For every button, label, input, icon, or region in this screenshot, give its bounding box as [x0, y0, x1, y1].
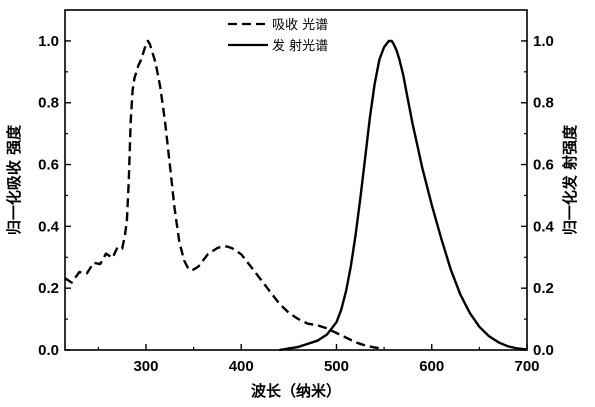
- legend: 吸收 光谱 发 射光谱: [228, 18, 328, 54]
- y-right-tick-label: 1.0: [533, 33, 554, 50]
- y-left-tick-label: 0.6: [38, 157, 59, 174]
- x-tick-label: 500: [324, 358, 349, 375]
- x-tick-label: 700: [514, 358, 539, 375]
- x-tick-label: 400: [229, 358, 254, 375]
- legend-label-emission: 发 射光谱: [272, 38, 328, 54]
- x-axis-label: 波长（纳米）: [251, 382, 341, 400]
- y-axis-left-ticks: 0.0 0.2 0.4 0.6 0.8 1.0: [38, 33, 71, 359]
- x-tick-label: 300: [133, 358, 158, 375]
- plot-frame: [64, 9, 528, 351]
- y-axis-right-label: 归一化发 射强度: [561, 124, 579, 235]
- y-right-tick-label: 0.0: [533, 342, 554, 359]
- y-left-tick-label: 1.0: [38, 33, 59, 50]
- y-left-tick-label: 0.4: [38, 218, 60, 235]
- y-right-tick-label: 0.4: [533, 218, 555, 235]
- y-left-tick-label: 0.2: [38, 280, 59, 297]
- y-right-tick-label: 0.6: [533, 157, 554, 174]
- x-axis-ticks: 300 400 500 600 700: [97, 344, 540, 375]
- legend-label-absorption: 吸收 光谱: [272, 18, 328, 33]
- y-right-tick-label: 0.2: [533, 280, 554, 297]
- series-layer: [64, 39, 528, 352]
- x-tick-label: 600: [419, 358, 444, 375]
- y-axis-right-ticks: 0.0 0.2 0.4 0.6 0.8 1.0: [521, 33, 555, 359]
- absorption-series-line: [64, 39, 385, 350]
- emission-series-line: [279, 39, 528, 352]
- y-right-tick-label: 0.8: [533, 95, 554, 112]
- y-left-tick-label: 0.8: [38, 95, 59, 112]
- y-axis-left-label: 归一化吸收 强度: [5, 124, 23, 235]
- y-left-tick-label: 0.0: [38, 342, 59, 359]
